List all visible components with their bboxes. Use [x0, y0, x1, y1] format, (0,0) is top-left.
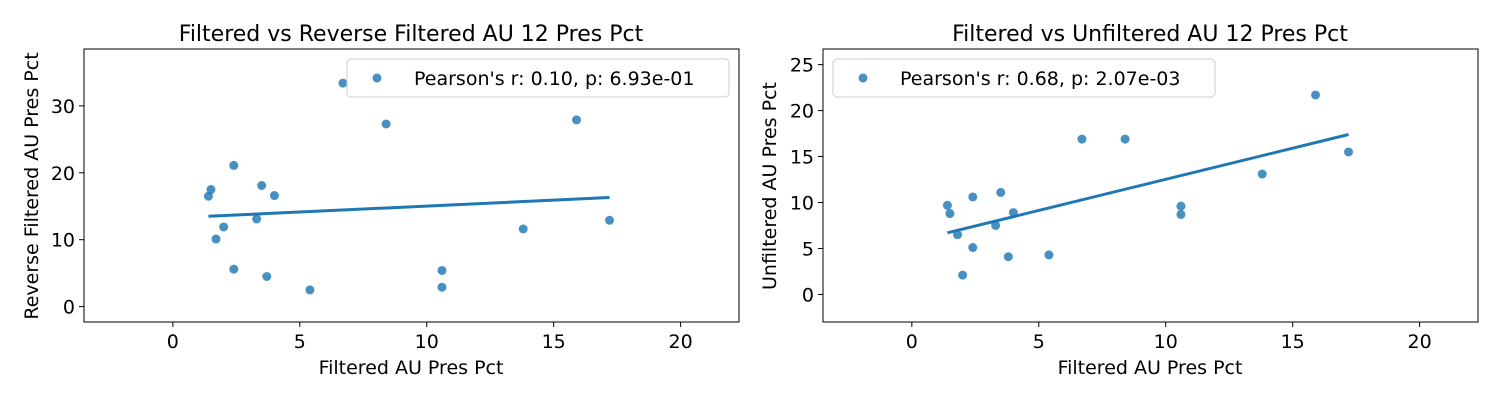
data-point [1176, 209, 1186, 219]
x-tick-label: 15 [542, 331, 566, 353]
legend: Pearson's r: 0.10, p: 6.93e-01 [346, 58, 730, 98]
data-point [958, 270, 968, 280]
data-point [338, 78, 348, 88]
data-point [437, 265, 447, 275]
data-point [1003, 252, 1013, 262]
y-tick-label: 25 [790, 55, 814, 77]
x-tick-label: 20 [669, 331, 693, 353]
x-tick-label: 5 [294, 331, 306, 353]
chart-title: Filtered vs Unfiltered AU 12 Pres Pct [952, 22, 1348, 47]
data-point [996, 187, 1006, 197]
legend-box [346, 58, 730, 98]
data-point [211, 234, 221, 244]
y-tick-label: 10 [790, 193, 814, 215]
data-point [305, 285, 315, 295]
y-tick-label: 5 [802, 238, 814, 260]
x-tick-label: 10 [1154, 331, 1178, 353]
data-point [572, 115, 582, 125]
plot-area: 0 5 10 15 20 0 10 20 30 Pearson's r: 0.10, p: 6.9… [51, 48, 740, 353]
data-point [1176, 201, 1186, 211]
data-point [269, 191, 279, 201]
left-chart-panel: Filtered vs Reverse Filtered AU 12 Pres … [21, 22, 740, 379]
data-point [1311, 90, 1321, 100]
chart-title: Filtered vs Reverse Filtered AU 12 Pres … [179, 22, 644, 47]
y-tick-label: 0 [802, 284, 814, 306]
data-point [262, 272, 272, 281]
data-point [518, 224, 528, 234]
legend-box [832, 58, 1216, 98]
data-point [1344, 147, 1354, 157]
data-point [991, 220, 1001, 230]
x-tick-label: 20 [1408, 331, 1432, 353]
y-tick-label: 15 [790, 147, 814, 169]
x-axis-label: Filtered AU Pres Pct [319, 357, 504, 379]
x-tick-label: 15 [1281, 331, 1305, 353]
data-point [1077, 134, 1087, 144]
x-tick-label: 0 [906, 331, 918, 353]
y-axis-label: Unfiltered AU Pres Pct [759, 82, 781, 290]
axes-frame [83, 48, 740, 323]
data-point [229, 160, 239, 170]
x-tick-label: 10 [415, 331, 439, 353]
y-tick-label: 30 [51, 96, 75, 118]
legend-marker [372, 73, 382, 83]
axes-frame [822, 48, 1479, 323]
data-point [219, 222, 229, 232]
x-axis-label: Filtered AU Pres Pct [1058, 357, 1243, 379]
data-point [381, 119, 391, 129]
data-point [605, 215, 615, 225]
x-tick-label: 5 [1033, 331, 1045, 353]
y-tick-label: 10 [51, 230, 75, 252]
legend-marker [858, 73, 868, 83]
legend-label: Pearson's r: 0.68, p: 2.07e-03 [900, 68, 1180, 90]
right-chart-panel: Filtered vs Unfiltered AU 12 Pres Pct Fi… [759, 22, 1479, 379]
y-tick-label: 20 [790, 101, 814, 123]
y-tick-label: 0 [63, 297, 75, 319]
data-point [945, 209, 955, 219]
data-point [229, 264, 239, 274]
legend-label: Pearson's r: 0.10, p: 6.93e-01 [414, 68, 694, 90]
data-point [1044, 250, 1054, 260]
data-point [257, 181, 267, 190]
y-tick-label: 20 [51, 163, 75, 185]
data-point [437, 282, 447, 292]
regression-line [947, 133, 1349, 235]
data-point [1257, 169, 1267, 179]
data-point [1120, 134, 1130, 144]
data-point [252, 214, 262, 224]
regression-line [208, 196, 610, 218]
data-point [942, 200, 952, 210]
data-point [968, 192, 978, 202]
data-point [968, 243, 978, 253]
y-axis-label: Reverse Filtered AU Pres Pct [21, 52, 43, 319]
data-point [206, 185, 216, 195]
legend: Pearson's r: 0.68, p: 2.07e-03 [832, 58, 1216, 98]
x-tick-label: 0 [167, 331, 179, 353]
plot-area: 0 5 10 15 20 0 5 10 15 20 25 Pearson's r: 0.68, p: … [790, 48, 1479, 353]
